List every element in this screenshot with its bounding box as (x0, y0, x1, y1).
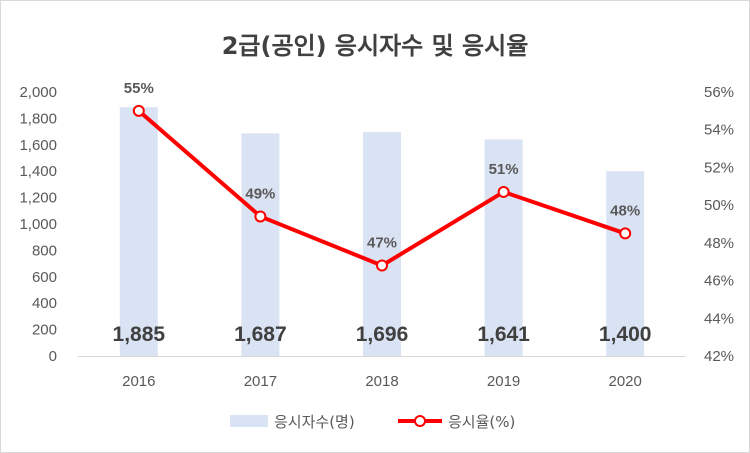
x-tick-label: 2016 (122, 373, 155, 390)
rate-data-label: 49% (245, 185, 275, 202)
bar-2016 (119, 107, 158, 357)
y-left-tick-label: 1,200 (19, 190, 57, 207)
legend-label-bar: 응시자수(명) (274, 413, 355, 431)
bar-2020 (606, 171, 645, 356)
rate-data-label: 55% (124, 80, 154, 97)
x-tick-label: 2020 (609, 373, 642, 390)
bar-2019 (484, 139, 523, 356)
y-left-tick-label: 1,400 (19, 163, 57, 180)
y-left-tick-label: 0 (49, 348, 57, 365)
y-right-tick-label: 42% (704, 348, 734, 365)
y-right-tick-label: 46% (704, 273, 734, 290)
x-tick-label: 2017 (244, 373, 277, 390)
rate-point-2017 (254, 210, 267, 223)
bar-2017 (241, 133, 280, 356)
bar-data-label: 1,400 (599, 323, 652, 346)
bar-2018 (363, 132, 401, 356)
rate-point-2018 (376, 259, 388, 272)
rate-data-label: 48% (610, 202, 640, 219)
legend-label-line: 응시율(%) (448, 413, 515, 431)
y-right-tick-label: 56% (704, 84, 734, 101)
rate-data-label: 51% (489, 161, 519, 178)
y-left-tick-label: 200 (32, 322, 57, 339)
legend-marker-line (414, 415, 426, 427)
rate-point-2016 (132, 104, 145, 117)
y-right-tick-label: 48% (704, 235, 734, 252)
y-left-tick-label: 1,000 (19, 216, 57, 233)
y-left-tick-label: 800 (32, 242, 57, 259)
y-right-tick-label: 44% (704, 310, 734, 327)
rate-point-2020 (619, 227, 632, 240)
x-tick-label: 2018 (365, 373, 398, 390)
bar-data-label: 1,641 (477, 323, 530, 346)
bar-data-label: 1,885 (113, 323, 166, 346)
y-left-tick-label: 400 (32, 295, 57, 312)
y-left-tick-label: 600 (32, 269, 57, 286)
rate-point-2019 (497, 185, 510, 198)
y-left-tick-label: 2,000 (19, 84, 57, 101)
y-right-tick-label: 54% (704, 122, 734, 139)
bar-data-label: 1,687 (234, 323, 287, 346)
bar-data-label: 1,696 (356, 323, 409, 346)
legend-swatch-bar (230, 415, 268, 427)
y-right-tick-label: 52% (704, 159, 734, 176)
chart-title: 2급(공인) 응시자수 및 응시율 (221, 32, 529, 60)
rate-data-label: 47% (367, 234, 397, 251)
y-left-tick-label: 1,600 (19, 137, 57, 154)
y-left-tick-label: 1,800 (19, 110, 57, 127)
x-tick-label: 2019 (487, 373, 520, 390)
y-right-tick-label: 50% (704, 197, 734, 214)
